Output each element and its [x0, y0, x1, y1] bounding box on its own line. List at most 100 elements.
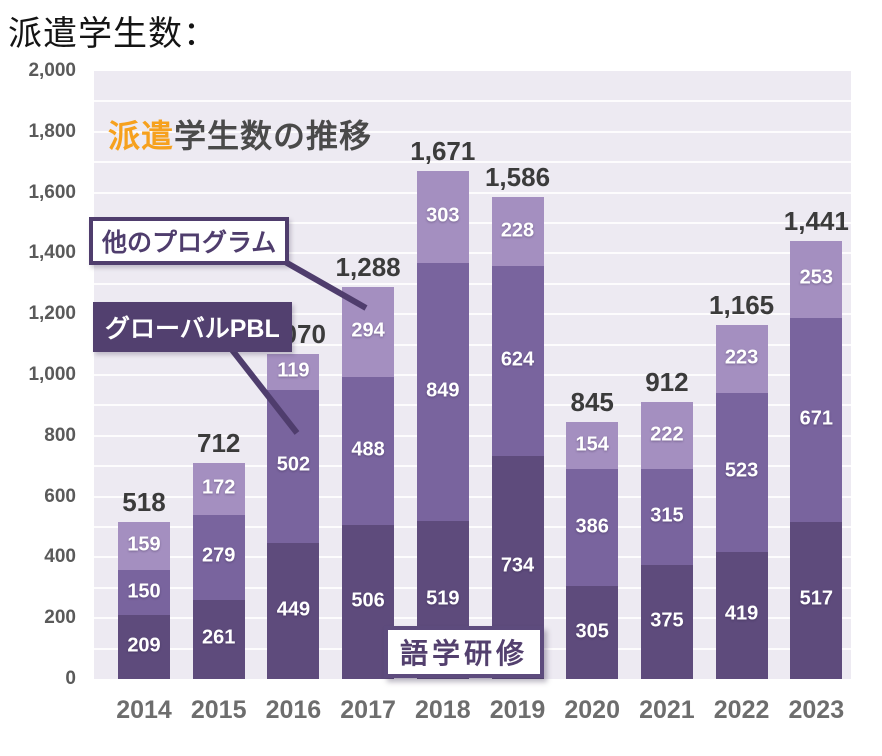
gridline: [94, 252, 851, 255]
segment-global-pbl-2021: 315: [640, 469, 693, 565]
other-programs-label: 他のプログラム: [89, 217, 290, 265]
gridline: [94, 374, 851, 376]
bar-total-label: 712: [196, 427, 241, 458]
y-tick-label: 400: [44, 546, 76, 568]
gridline: [94, 161, 851, 164]
segment-global-pbl-2017: 488: [342, 376, 395, 526]
gridline: [94, 130, 851, 133]
gridline: [94, 586, 851, 589]
segment-value-label: 517: [799, 588, 833, 611]
segment-value-label: 519: [426, 587, 460, 610]
segment-value-label: 502: [276, 453, 311, 476]
segment-value-label: 261: [202, 626, 236, 649]
segment-other-programs-2023: 253: [790, 240, 843, 318]
segment-language-training-2014: 209: [118, 615, 170, 679]
bar-2014: 209 150 159 518: [118, 487, 170, 679]
segment-value-label: 150: [127, 580, 161, 603]
y-tick-label: 1,600: [28, 181, 76, 203]
segment-value-label: 849: [426, 379, 460, 402]
y-tick-label: 200: [44, 607, 76, 629]
y-tick-label: 2,000: [28, 60, 76, 81]
segment-other-programs-2016: 119: [267, 353, 320, 390]
segment-other-programs-2020: 154: [566, 422, 619, 469]
bar-2022: 419 523 223 1,165: [709, 290, 774, 679]
segment-global-pbl-2022: 523: [715, 392, 768, 552]
y-tick-label: 1,000: [28, 364, 76, 385]
bar-2020: 305 386 154 845: [566, 387, 619, 679]
gridline: [94, 617, 851, 620]
gridline: [94, 222, 851, 224]
y-tick-label: 0: [65, 668, 76, 689]
bar-2016: 449 502 119 1,070: [261, 319, 326, 679]
language-training-label: 語学研修: [384, 626, 545, 678]
x-tick-label-2015: 2015: [190, 696, 247, 724]
bar-total-label: 912: [645, 366, 689, 397]
segment-value-label: 303: [426, 204, 460, 227]
gridline: [94, 495, 851, 498]
segment-global-pbl-2019: 624: [491, 266, 544, 456]
page-title: 派遣学生数：: [8, 15, 218, 53]
segment-language-training-2022: 419: [715, 551, 768, 679]
segment-value-label: 159: [127, 533, 161, 556]
segment-other-programs-2017: 294: [342, 287, 395, 377]
chart-title-highlight: 派遣: [108, 118, 175, 154]
gridline: [94, 404, 851, 407]
plot-area: 209 150 159 518 261 279 172 712 449 502 119 1,070 50…: [94, 71, 851, 679]
x-tick-label-2019: 2019: [489, 696, 546, 724]
segment-value-label: 294: [351, 319, 385, 342]
segment-global-pbl-2014: 150: [118, 569, 170, 616]
bar-total-label: 518: [122, 486, 166, 517]
segment-other-programs-2021: 222: [640, 401, 693, 470]
segment-language-training-2016: 449: [267, 542, 320, 679]
bar-total-label: 1,165: [709, 289, 775, 320]
y-tick-label: 600: [44, 485, 76, 507]
segment-global-pbl-2018: 849: [416, 263, 469, 522]
segment-other-programs-2014: 159: [118, 521, 170, 570]
bar-2017: 506 488 294 1,288: [336, 252, 401, 679]
bar-total-label: 1,586: [484, 161, 551, 192]
gridline: [94, 282, 851, 285]
bar-total-label: 1,288: [335, 252, 401, 283]
segment-value-label: 449: [276, 598, 311, 621]
bar-total-label: 1,671: [410, 136, 476, 167]
gridline: [94, 343, 851, 346]
segment-language-training-2020: 305: [566, 586, 619, 679]
segment-other-programs-2019: 228: [491, 196, 544, 267]
segment-language-training-2015: 261: [192, 599, 245, 679]
segment-language-training-2021: 375: [640, 565, 693, 679]
bar-2023: 517 671 253 1,441: [784, 206, 849, 679]
segment-value-label: 488: [351, 438, 385, 461]
gridline: [94, 100, 851, 103]
bar-2015: 261 279 172 712: [192, 428, 245, 679]
x-tick-label-2016: 2016: [265, 696, 322, 724]
segment-value-label: 172: [202, 476, 236, 499]
bar-total-label: 845: [570, 387, 614, 418]
segment-value-label: 523: [724, 459, 759, 482]
y-tick-label: 800: [44, 424, 76, 446]
x-tick-label-2022: 2022: [713, 696, 770, 724]
segment-value-label: 209: [127, 634, 161, 657]
gridline: [94, 313, 851, 316]
segment-value-label: 506: [351, 589, 385, 612]
gridline: [94, 556, 851, 559]
segment-value-label: 305: [575, 620, 609, 643]
bar-2021: 375 315 222 912: [640, 367, 693, 679]
x-tick-label-2020: 2020: [564, 696, 620, 724]
x-tick-label-2023: 2023: [788, 696, 845, 724]
segment-value-label: 154: [575, 433, 609, 456]
x-tick-label-2018: 2018: [414, 696, 471, 724]
segment-value-label: 253: [799, 266, 833, 289]
gridline: [94, 434, 851, 437]
bar-2018: 519 849 303 1,671: [410, 136, 475, 679]
x-tick-label-2021: 2021: [639, 696, 695, 724]
segment-value-label: 119: [277, 359, 310, 382]
segment-value-label: 624: [500, 348, 535, 371]
x-tick-label-2017: 2017: [340, 696, 396, 724]
segment-value-label: 223: [724, 346, 759, 369]
y-tick-label: 1,800: [28, 120, 76, 142]
segment-value-label: 315: [650, 504, 684, 527]
segment-value-label: 279: [202, 544, 236, 567]
gridline: [94, 191, 851, 194]
bar-total-label: 1,441: [783, 205, 849, 236]
